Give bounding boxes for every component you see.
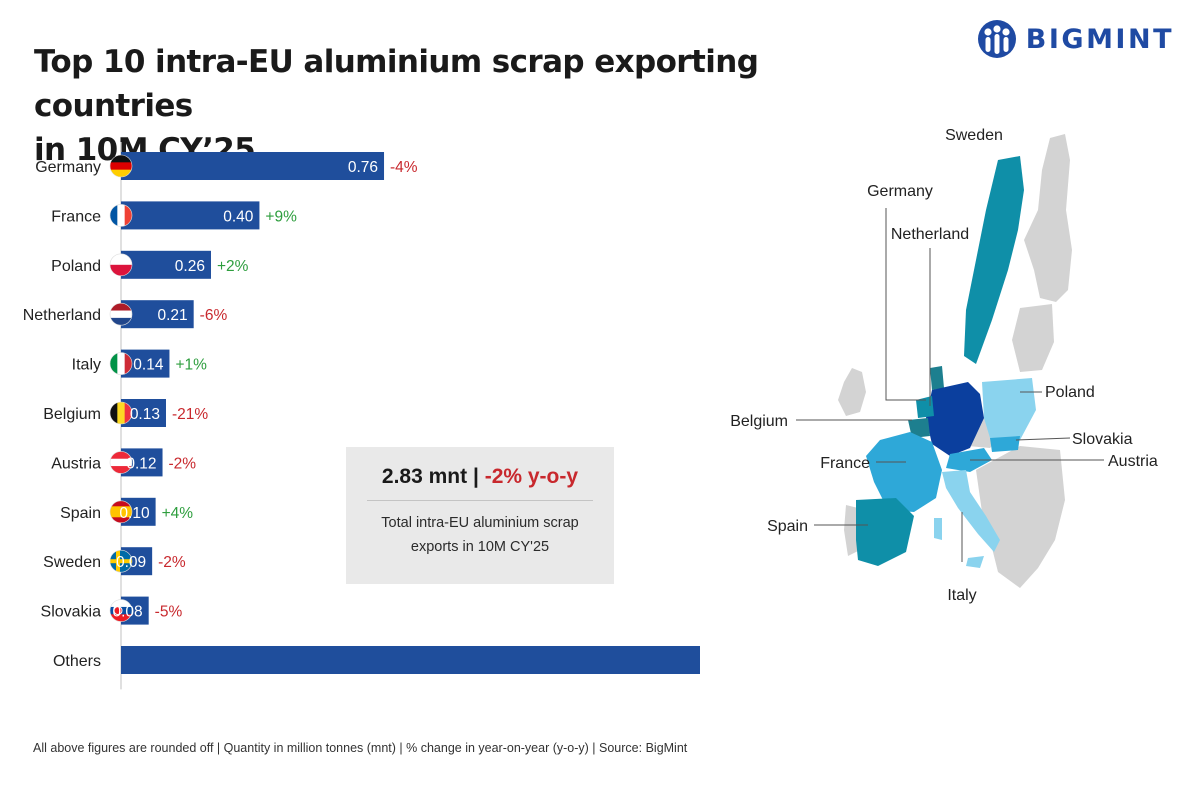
map-balkans: [976, 446, 1065, 588]
value-label: 0.10: [119, 505, 150, 522]
bar-germany: [121, 152, 385, 180]
bar-poland: [121, 250, 211, 279]
summary-headline: 2.83 mnt | -2% y-o-y: [346, 465, 614, 489]
category-label: Poland: [51, 258, 101, 275]
category-label: Others: [53, 653, 101, 670]
category-label: Spain: [60, 505, 101, 522]
map-sicily: [966, 556, 984, 568]
yoy-change-label: +2%: [217, 258, 249, 275]
brand-name: BIGMINT: [1025, 23, 1174, 55]
map-poland: [982, 378, 1036, 440]
bar-chart: Germany 0.76 -4% France 0.40 +9% Poland 0.26 +2%…: [23, 142, 700, 690]
value-label: 0.40: [223, 208, 254, 225]
footnote: All above figures are rounded off | Quan…: [33, 741, 688, 755]
map-label-belgium: Belgium: [730, 413, 788, 430]
yoy-change-label: -2%: [169, 455, 197, 472]
map-norway-finland: [1024, 134, 1072, 302]
map-sweden: [964, 156, 1024, 364]
bigmint-logo-icon: [977, 20, 1016, 58]
yoy-change-label: -4%: [390, 159, 418, 176]
map-label-austria: Austria: [1108, 453, 1158, 470]
map-italy: [942, 470, 1000, 552]
map-netherlands: [916, 396, 934, 418]
yoy-change-label: -5%: [155, 604, 183, 621]
summary-change: -2% y-o-y: [484, 465, 579, 488]
map-france: [866, 432, 942, 512]
map-germany: [926, 382, 984, 456]
flag-austria-icon: [109, 451, 133, 474]
yoy-change-label: -2%: [158, 554, 186, 571]
value-label: 0.26: [175, 258, 205, 275]
flag-poland-icon: [109, 253, 133, 277]
category-label: Sweden: [43, 554, 101, 571]
map-sardinia: [934, 518, 942, 540]
value-label: 0.21: [158, 307, 188, 324]
flag-belgium-icon: [109, 401, 133, 425]
value-label: 0.08: [113, 604, 143, 621]
category-label: Germany: [35, 159, 101, 176]
map-uk: [838, 368, 866, 416]
chart-title: Top 10 intra-EU aluminium scrap exportin…: [34, 40, 834, 172]
map-label-netherland: Netherland: [891, 226, 969, 243]
map-label-spain: Spain: [767, 518, 808, 535]
summary-total: 2.83 mnt: [381, 465, 468, 488]
bar-france: [121, 201, 260, 230]
title-line-1: Top 10 intra-EU aluminium scrap exportin…: [34, 44, 759, 124]
value-label: 0.14: [133, 357, 164, 374]
flag-spain-icon: [109, 500, 133, 524]
yoy-change-label: -6%: [200, 307, 228, 324]
leader-slovakia: [1015, 437, 1071, 441]
flag-germany-icon: [109, 154, 133, 178]
value-label: 0.13: [130, 406, 160, 423]
summary-description: Total intra-EU aluminium scrap exports i…: [381, 515, 579, 555]
map-austria: [946, 448, 992, 472]
category-label: Austria: [51, 455, 101, 472]
summary-box: 2.83 mnt | -2% y-o-y Total intra-EU alum…: [346, 447, 614, 584]
summary-separator: |: [472, 465, 479, 488]
map-baltics: [1012, 304, 1054, 372]
map-label-france: France: [820, 455, 870, 472]
flag-slovakia-icon: [109, 599, 133, 622]
yoy-change-label: +4%: [162, 505, 194, 522]
flag-italy-icon: [109, 352, 133, 375]
value-label: 0.12: [126, 455, 156, 472]
flag-netherland-icon: [109, 302, 133, 326]
flag-france-icon: [109, 204, 133, 227]
flag-sweden-icon: [109, 549, 133, 573]
map-label-sweden: Sweden: [945, 127, 1003, 144]
map-label-germany: Germany: [867, 183, 933, 200]
value-label: 0.76: [348, 159, 378, 176]
leader-germany: [885, 208, 926, 401]
value-label: 0.09: [116, 554, 146, 571]
eu-map: Sweden Germany Netherland Poland Belgium…: [730, 127, 1158, 604]
summary-divider: [367, 500, 593, 501]
map-slovakia: [990, 436, 1020, 452]
category-label: France: [51, 208, 101, 225]
category-label: Italy: [72, 357, 101, 374]
map-label-italy: Italy: [947, 587, 976, 604]
category-label: Slovakia: [41, 604, 102, 621]
bar-others: [121, 646, 700, 674]
category-label: Belgium: [43, 406, 101, 423]
map-belgium: [908, 418, 930, 438]
category-label: Netherland: [23, 307, 101, 324]
brand-logo: BIGMINT: [976, 12, 1174, 66]
map-label-slovakia: Slovakia: [1072, 431, 1133, 448]
map-label-poland: Poland: [1045, 384, 1095, 401]
map-denmark: [930, 366, 944, 390]
map-spain: [856, 498, 914, 566]
yoy-change-label: +9%: [265, 208, 297, 225]
yoy-change-label: +1%: [175, 357, 207, 374]
yoy-change-label: -21%: [172, 406, 208, 423]
bar-netherland: [121, 300, 194, 329]
